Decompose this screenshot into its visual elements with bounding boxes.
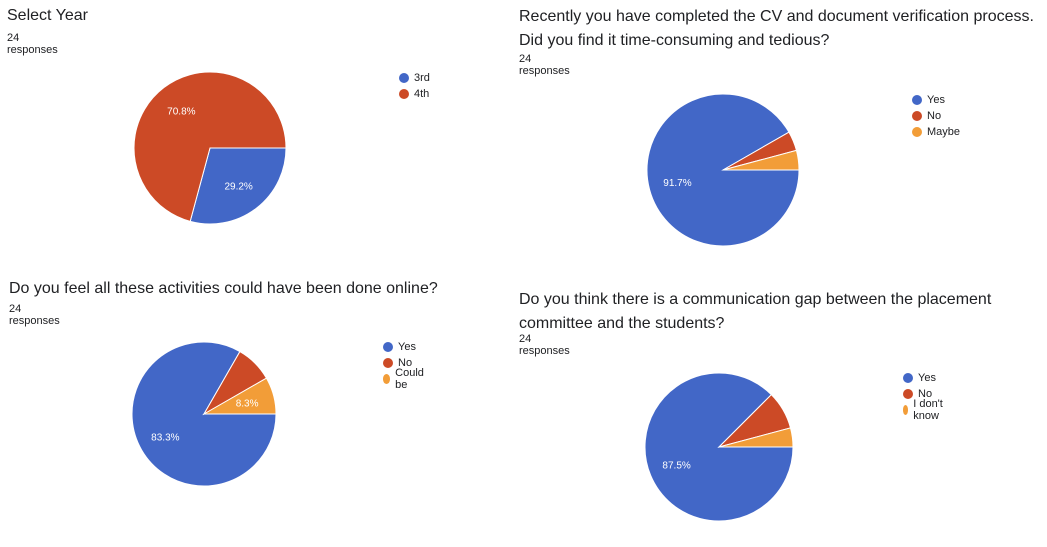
legend-label: No xyxy=(927,110,942,122)
legend-item: Yes xyxy=(383,339,427,355)
chart-legend: Yes No I don't know xyxy=(903,370,944,422)
legend-swatch-icon xyxy=(912,111,922,121)
legend-swatch-icon xyxy=(383,374,391,384)
legend-item: No xyxy=(903,386,944,402)
legend-item: 3rd xyxy=(399,70,430,86)
legend-swatch-icon xyxy=(903,389,913,399)
legend-item: No xyxy=(383,355,427,371)
legend-label: I don't know xyxy=(913,398,943,422)
response-count: 24 responses xyxy=(7,32,58,56)
legend-swatch-icon xyxy=(383,358,393,368)
pie-chart: 91.7% xyxy=(646,93,800,247)
pie-chart: 29.2% 70.8% xyxy=(133,71,287,225)
legend-label: Yes xyxy=(918,372,936,384)
legend-swatch-icon xyxy=(399,73,409,83)
legend-item: Yes xyxy=(903,370,944,386)
legend-label: No xyxy=(918,388,933,400)
legend-item: I don't know xyxy=(903,398,944,422)
chart-title: Do you feel all these activities could h… xyxy=(9,280,438,297)
legend-label: Could be xyxy=(395,367,424,391)
legend-label: Yes xyxy=(398,341,416,353)
chart-legend: 3rd 4th xyxy=(399,70,430,102)
legend-label: Yes xyxy=(927,94,945,106)
legend-swatch-icon xyxy=(903,405,909,415)
response-count: 24 responses xyxy=(519,333,570,357)
legend-item: Yes xyxy=(912,92,960,108)
legend-item: 4th xyxy=(399,86,430,102)
legend-item: Maybe xyxy=(912,124,960,140)
legend-label: 4th xyxy=(414,88,430,100)
chart-title: Select Year xyxy=(7,7,88,24)
pie-slice-3rd xyxy=(189,147,287,225)
pie-slice-i-don-t-know xyxy=(718,427,794,448)
slice-value-label: 83.3% xyxy=(151,432,179,443)
pie-chart: 83.3% 8.3% xyxy=(131,341,277,487)
legend-label: Maybe xyxy=(927,126,961,138)
chart-legend: Yes No Could be xyxy=(383,339,427,391)
legend-swatch-icon xyxy=(383,342,393,352)
slice-value-label: 8.3% xyxy=(236,398,259,409)
legend-swatch-icon xyxy=(903,373,913,383)
legend-swatch-icon xyxy=(912,95,922,105)
chart-title: Do you think there is a communication ga… xyxy=(519,291,992,332)
legend-swatch-icon xyxy=(912,127,922,137)
pie-slice-yes xyxy=(644,372,794,522)
chart-legend: Yes No Maybe xyxy=(912,92,960,140)
slice-value-label: 87.5% xyxy=(662,461,690,472)
pie-chart: 87.5% xyxy=(644,372,794,522)
slice-value-label: 70.8% xyxy=(167,107,195,118)
legend-swatch-icon xyxy=(399,89,409,99)
chart-title: Recently you have completed the CV and d… xyxy=(519,8,1034,49)
slice-value-label: 91.7% xyxy=(663,178,691,189)
pie-slice-could-be xyxy=(202,377,277,415)
pie-slice-4th xyxy=(133,71,287,222)
response-count: 24 responses xyxy=(9,303,60,327)
pie-slice-maybe xyxy=(722,149,800,171)
legend-label: 3rd xyxy=(414,72,430,84)
legend-label: No xyxy=(398,357,413,369)
slice-value-label: 29.2% xyxy=(224,181,252,192)
legend-item: No xyxy=(912,108,960,124)
legend-item: Could be xyxy=(383,367,427,391)
response-count: 24 responses xyxy=(519,53,570,77)
